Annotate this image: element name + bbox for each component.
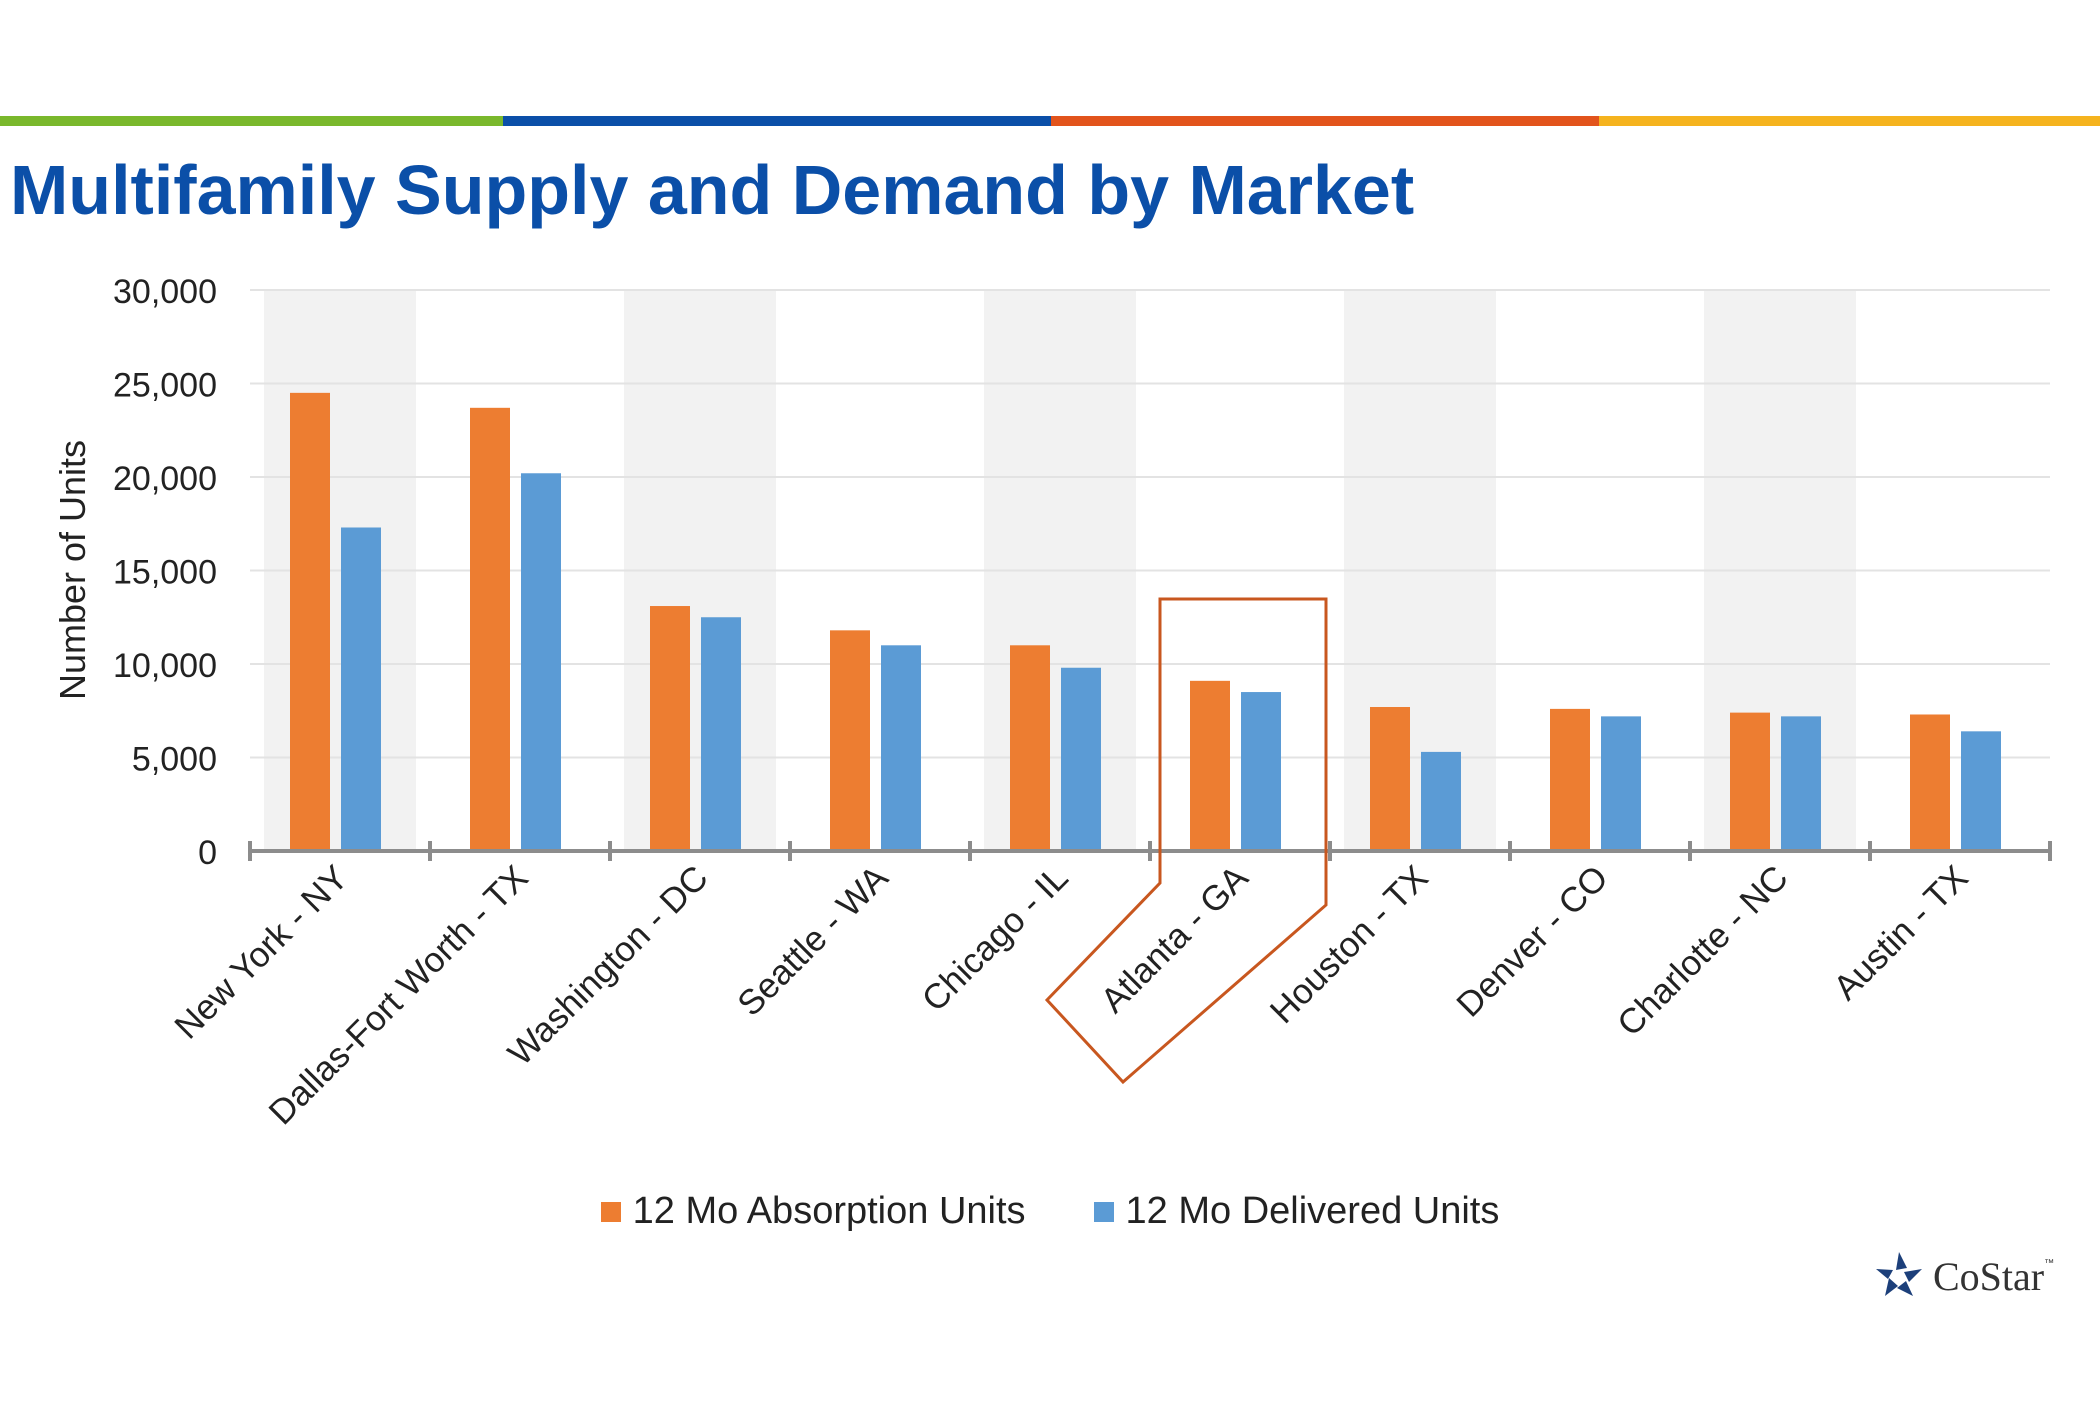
costar-logo: CoStar ™ xyxy=(1873,1250,2054,1302)
page-title: Multifamily Supply and Demand by Market xyxy=(10,151,1415,229)
x-tick-label: New York - NY xyxy=(167,858,356,1047)
bar-absorption xyxy=(1730,712,1770,851)
x-tick-label: Washington - DC xyxy=(501,858,716,1073)
legend-label: 12 Mo Absorption Units xyxy=(632,1190,1026,1232)
bar-absorption xyxy=(1910,714,1950,851)
bar-absorption xyxy=(1370,707,1410,851)
y-tick-label: 5,000 xyxy=(132,741,217,779)
x-tick-label: Seattle - WA xyxy=(730,858,896,1024)
bar-delivered xyxy=(1781,716,1821,851)
bar-delivered xyxy=(1241,692,1281,851)
bar-delivered xyxy=(881,645,921,851)
bar-delivered xyxy=(521,473,561,851)
highlight-outline xyxy=(1044,597,1328,1085)
bar-delivered xyxy=(1061,667,1101,851)
logo-text: CoStar xyxy=(1933,1253,2045,1299)
stripe-segment xyxy=(1051,116,1599,126)
legend-item: 12 Mo Delivered Units xyxy=(1093,1190,1500,1233)
y-tick-label: 30,000 xyxy=(113,273,217,311)
bar-absorption xyxy=(1550,708,1590,851)
bar-absorption xyxy=(1010,645,1050,851)
legend-swatch xyxy=(1093,1201,1114,1222)
bar-absorption xyxy=(1190,680,1230,851)
stripe-segment xyxy=(1599,116,2100,126)
bar-delivered xyxy=(341,527,381,851)
color-stripe xyxy=(0,116,2100,126)
x-tick-label: Austin - TX xyxy=(1826,858,1976,1008)
x-tick-label: Atlanta - GA xyxy=(1093,858,1256,1021)
y-tick-label: 20,000 xyxy=(113,460,217,498)
x-tick-label: Charlotte - NC xyxy=(1610,858,1796,1044)
stripe-segment xyxy=(503,116,1051,126)
bar-absorption xyxy=(290,392,330,851)
bar-absorption xyxy=(470,407,510,851)
y-tick-label: 25,000 xyxy=(113,367,217,405)
stripe-segment xyxy=(0,116,503,126)
x-tick-label: Houston - TX xyxy=(1263,858,1436,1031)
bar-delivered xyxy=(701,617,741,851)
y-tick-label: 15,000 xyxy=(113,554,217,592)
legend-label: 12 Mo Delivered Units xyxy=(1125,1190,1500,1232)
bar-delivered xyxy=(1601,716,1641,851)
bar-absorption xyxy=(650,606,690,851)
legend-item: 12 Mo Absorption Units xyxy=(600,1190,1026,1233)
bar-delivered xyxy=(1961,731,2001,851)
x-tick-label: Denver - CO xyxy=(1449,858,1615,1024)
logo-trademark: ™ xyxy=(2044,1258,2055,1269)
y-tick-label: 0 xyxy=(198,834,217,872)
bar-absorption xyxy=(830,630,870,851)
chart-legend: 12 Mo Absorption Units 12 Mo Delivered Un… xyxy=(0,1190,2100,1233)
y-axis-label: Number of Units xyxy=(52,440,93,700)
bar-delivered xyxy=(1421,751,1461,851)
legend-swatch xyxy=(600,1201,621,1222)
costar-star-icon xyxy=(1876,1252,1922,1296)
y-tick-label: 10,000 xyxy=(113,647,217,685)
